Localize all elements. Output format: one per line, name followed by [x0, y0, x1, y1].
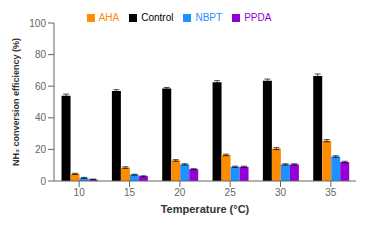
svg-text:15: 15 — [124, 187, 136, 198]
html-text:Control: Control — [141, 12, 174, 23]
svg-text:0: 0 — [40, 176, 46, 187]
html-text:PPDA: PPDA — [244, 12, 272, 23]
svg-text:10: 10 — [74, 187, 86, 198]
svg-text:60: 60 — [35, 81, 47, 92]
svg-text:40: 40 — [35, 112, 47, 123]
svg-text:25: 25 — [225, 187, 237, 198]
svg-text:Temperature (°C): Temperature (°C) — [161, 203, 250, 215]
html-text:AHA: AHA — [98, 12, 120, 23]
svg-text:NH₃ conversion efficiency (%): NH₃ conversion efficiency (%) — [11, 38, 21, 166]
html-text:NBPT: NBPT — [195, 12, 223, 23]
svg-text:80: 80 — [35, 49, 47, 60]
svg-text:20: 20 — [174, 187, 186, 198]
svg-text:20: 20 — [35, 144, 47, 155]
svg-text:35: 35 — [325, 187, 337, 198]
svg-text:100: 100 — [29, 18, 46, 29]
svg-text:30: 30 — [275, 187, 287, 198]
